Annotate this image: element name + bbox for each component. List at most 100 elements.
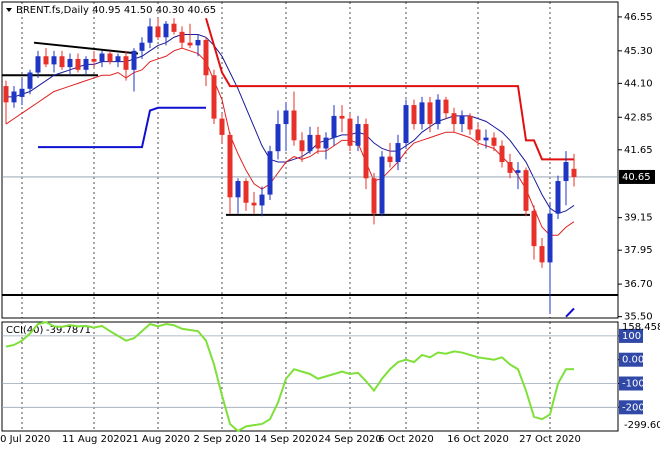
candle-body [243, 181, 249, 203]
candle-body [195, 39, 201, 46]
last-price-box [619, 169, 655, 184]
cci-last-value: -39.7871 [46, 325, 91, 336]
candle-body [387, 156, 393, 163]
candle-body [3, 86, 9, 103]
candle-body [115, 56, 121, 62]
candle-body [59, 56, 65, 68]
x-tick-label: 21 Aug 2020 [126, 434, 190, 445]
candle-body [91, 58, 97, 62]
y-min-label: -299.603 [624, 420, 660, 431]
candle-body [267, 151, 273, 195]
candle-body [131, 50, 137, 70]
candle-body [571, 168, 577, 177]
candle-body [395, 143, 401, 163]
x-tick-label: 11 Aug 2020 [62, 434, 126, 445]
candle-body [11, 91, 17, 103]
y-tick-box [619, 400, 643, 415]
candle-body [203, 39, 209, 76]
candle-body [235, 181, 241, 198]
y-tick-label: 36.70 [624, 279, 653, 290]
candle-body [427, 102, 433, 125]
candle-body [483, 137, 489, 141]
candle-body [491, 137, 497, 146]
candle-body [323, 137, 329, 149]
candle-body [275, 124, 281, 152]
chart-title: BRENT.fs,Daily 40.95 41.50 40.30 40.65 [16, 5, 216, 16]
candle-body [347, 118, 353, 146]
candle-body [171, 23, 177, 32]
y-tick-label: 41.65 [624, 145, 653, 156]
candle-body [555, 181, 561, 214]
candle-body [547, 213, 553, 263]
y-tick-label: 0.00 [622, 355, 644, 366]
candle-body [283, 110, 289, 125]
level-line [33, 41, 139, 55]
y-tick-label: 46.55 [624, 12, 653, 23]
y-tick-label: 100 [622, 331, 641, 342]
candle-body [227, 134, 233, 198]
indicator-line [5, 47, 575, 236]
y-tick-box [619, 352, 643, 367]
candle-body [43, 56, 49, 65]
x-tick-label: 6 Oct 2020 [378, 434, 433, 445]
candle-body [339, 115, 345, 119]
y-tick-label: 45.30 [624, 46, 653, 57]
y-tick-label: 44.10 [624, 78, 653, 89]
y-tick-label: 37.95 [624, 245, 653, 256]
candle-body [363, 124, 369, 179]
menu-arrow [6, 8, 12, 12]
candle-body [107, 53, 113, 62]
y-max-label: 158.4581 [622, 322, 660, 333]
candle-body [355, 124, 361, 146]
candle-body [83, 58, 89, 70]
cci-title: CCI(40) [6, 325, 44, 336]
candle-body [99, 53, 105, 62]
candle-body [443, 99, 449, 114]
candle-body [499, 145, 505, 163]
cci-frame [1, 321, 619, 432]
candle-body [315, 134, 321, 149]
y-tick-label: -200 [622, 402, 645, 413]
candle-body [411, 105, 417, 125]
indicator-line [6, 34, 575, 215]
candle-body [251, 202, 257, 206]
candle-body [467, 115, 473, 130]
candle-body [379, 156, 385, 214]
candle-body [51, 56, 57, 65]
candle-body [35, 56, 41, 73]
candle-body [67, 58, 73, 68]
cci-line [5, 321, 575, 433]
candle-body [179, 31, 185, 43]
candle-body [371, 178, 377, 214]
candle-body [291, 110, 297, 141]
y-tick-box [619, 376, 643, 391]
candle-body [419, 102, 425, 125]
candle-body [459, 115, 465, 125]
candle-body [299, 140, 305, 152]
candle-body [539, 246, 545, 263]
candle-body [139, 42, 145, 51]
candle-body [163, 23, 169, 38]
candle-body [75, 58, 81, 70]
candle-body [123, 56, 129, 70]
candle-body [507, 162, 513, 173]
last-price-label: 40.65 [622, 172, 651, 183]
main-frame [1, 1, 619, 319]
indicator-line [565, 307, 575, 318]
candle-body [523, 170, 529, 211]
candle-body [331, 115, 337, 138]
candle-body [147, 26, 153, 43]
candle-body [219, 118, 225, 135]
candle-body [563, 162, 569, 182]
candle-body [307, 134, 313, 152]
candle-body [211, 75, 217, 119]
y-tick-box [619, 328, 643, 343]
y-tick-label: 42.85 [624, 112, 653, 123]
candle-body [27, 72, 33, 89]
candle-body [531, 210, 537, 247]
indicator-line [205, 17, 574, 161]
candle-body [451, 113, 457, 125]
